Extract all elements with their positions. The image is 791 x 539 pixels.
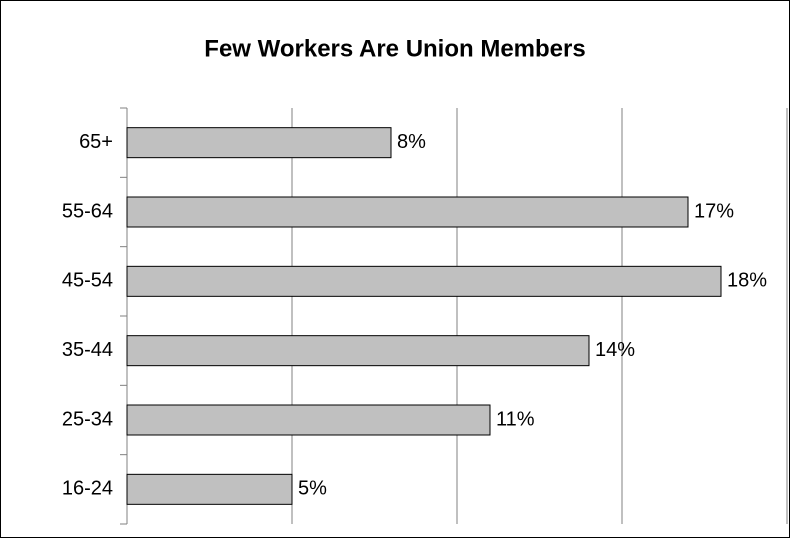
data-label: 5%	[298, 478, 327, 500]
y-tick-label: 25-34	[62, 408, 113, 430]
bar	[126, 335, 590, 367]
data-label: 18%	[727, 270, 767, 292]
bar	[126, 265, 722, 297]
chart-title: Few Workers Are Union Members	[204, 35, 585, 62]
y-tick-label: 35-44	[62, 339, 113, 361]
bar	[126, 127, 392, 159]
bar	[126, 196, 689, 228]
y-tick-label: 45-54	[62, 270, 113, 292]
data-label: 14%	[595, 339, 635, 361]
y-tick-label: 55-64	[62, 200, 113, 222]
data-label: 17%	[694, 200, 734, 222]
bar	[126, 473, 293, 505]
data-label: 11%	[496, 408, 535, 430]
data-label: 8%	[397, 131, 426, 153]
y-tick-label: 65+	[79, 131, 113, 153]
bar	[126, 404, 491, 436]
y-tick-label: 16-24	[62, 478, 113, 500]
